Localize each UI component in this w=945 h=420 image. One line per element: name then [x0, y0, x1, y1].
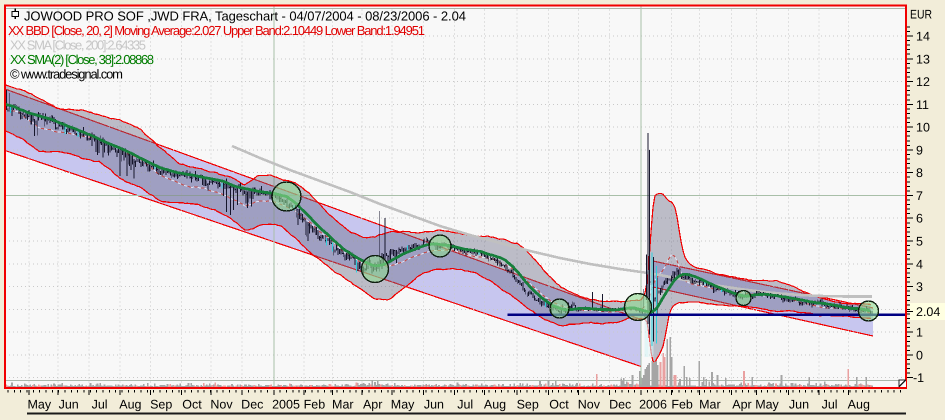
svg-text:7: 7 [916, 189, 923, 203]
svg-text:Aug: Aug [484, 398, 506, 412]
svg-text:Apr: Apr [363, 398, 382, 412]
svg-text:-1: -1 [913, 371, 924, 385]
svg-text:Mar: Mar [699, 398, 721, 412]
svg-text:EUR: EUR [910, 8, 932, 22]
svg-text:6: 6 [916, 212, 923, 226]
svg-text:Aug: Aug [848, 398, 870, 412]
svg-text:12: 12 [916, 75, 930, 89]
svg-text:XX BBD [Close, 20, 2] Moving A: XX BBD [Close, 20, 2] Moving Average:2.0… [8, 23, 425, 38]
svg-text:XX SMA(2) [Close, 38]:2.08868: XX SMA(2) [Close, 38]:2.08868 [10, 52, 154, 67]
svg-text:Jul: Jul [457, 398, 473, 412]
svg-text:8: 8 [916, 166, 923, 180]
svg-text:Oct: Oct [549, 398, 569, 412]
svg-text:Jun: Jun [424, 398, 444, 412]
svg-text:Dec: Dec [241, 398, 263, 412]
svg-text:Nov: Nov [210, 398, 233, 412]
svg-text:3: 3 [916, 280, 923, 294]
svg-text:Aug: Aug [119, 398, 141, 412]
svg-text:Apr: Apr [732, 398, 751, 412]
svg-text:9: 9 [916, 143, 923, 157]
svg-text:11: 11 [916, 98, 929, 112]
svg-text:Dec: Dec [609, 398, 631, 412]
svg-text:2006: 2006 [639, 398, 667, 412]
svg-text:Nov: Nov [578, 398, 601, 412]
svg-text:13: 13 [916, 52, 930, 66]
svg-text:May: May [755, 398, 779, 412]
svg-text:Oct: Oct [182, 398, 202, 412]
svg-text:14: 14 [916, 30, 930, 44]
svg-text:May: May [27, 398, 51, 412]
svg-text:JOWOOD PRO SOF ,JWD FRA, Tages: JOWOOD PRO SOF ,JWD FRA, Tageschart - 04… [24, 9, 466, 24]
svg-text:Jul: Jul [822, 398, 838, 412]
svg-text:Jul: Jul [92, 398, 108, 412]
svg-text:Feb: Feb [304, 398, 326, 412]
svg-text:Feb: Feb [671, 398, 693, 412]
svg-text:5: 5 [916, 235, 923, 249]
svg-text:10: 10 [916, 121, 930, 135]
svg-text:4: 4 [916, 257, 923, 271]
svg-text:Sep: Sep [150, 398, 172, 412]
svg-text:XX SMA [Close, 200]:2.64335: XX SMA [Close, 200]:2.64335 [10, 38, 146, 53]
svg-text:2.04: 2.04 [916, 305, 940, 319]
svg-text:0: 0 [916, 348, 923, 362]
svg-text:Jun: Jun [59, 398, 79, 412]
svg-text:May: May [391, 398, 415, 412]
svg-text:Mar: Mar [332, 398, 354, 412]
svg-text:Sep: Sep [517, 398, 539, 412]
svg-text:1: 1 [916, 326, 923, 340]
svg-text:© www.tradesignal.com: © www.tradesignal.com [10, 67, 123, 82]
svg-text:2005: 2005 [272, 398, 300, 412]
svg-text:Jun: Jun [789, 398, 809, 412]
